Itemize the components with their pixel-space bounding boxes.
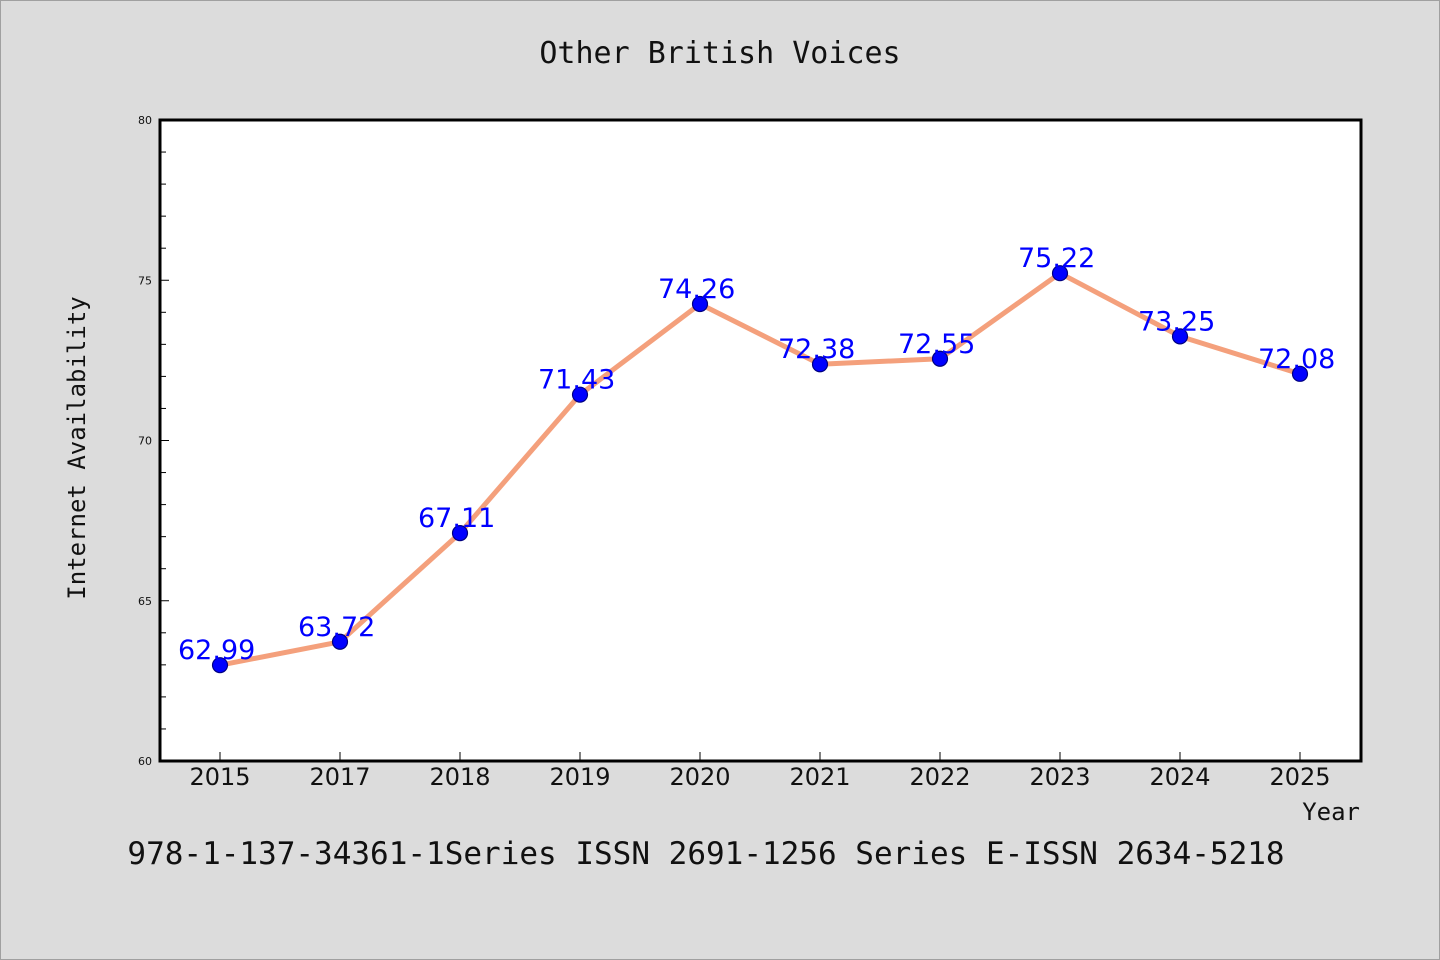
y-axis-ticks: 60 65 70 75 80	[138, 114, 169, 768]
plot-area	[158, 118, 1363, 763]
y-tick-label: 60	[138, 755, 152, 768]
x-tick-label: 2020	[669, 763, 730, 791]
x-tick-label: 2024	[1149, 763, 1210, 791]
data-label: 63.72	[298, 612, 375, 643]
x-tick-label: 2022	[909, 763, 970, 791]
x-tick-label: 2025	[1269, 763, 1330, 791]
isbn-caption: 978-1-137-34361-1Series ISSN 2691-1256 S…	[127, 836, 1284, 872]
data-point	[211, 657, 229, 674]
data-label: 75.22	[1018, 243, 1095, 274]
data-label: 74.26	[658, 274, 735, 305]
data-point	[1051, 265, 1069, 282]
y-tick-label: 80	[138, 114, 152, 127]
data-point	[931, 350, 949, 367]
data-label: 71.43	[538, 365, 615, 396]
x-axis-ticks: 2015 2017 2018 2019 2020 2021 2022 2023 2024 2025	[189, 752, 1331, 791]
x-tick-label: 2018	[429, 763, 490, 791]
y-axis-label: Internet Availability	[63, 296, 91, 599]
data-label: 62.99	[178, 635, 255, 666]
data-points	[211, 265, 1309, 674]
data-point	[691, 295, 709, 313]
series-line	[217, 270, 1303, 668]
chart-title: Other British Voices	[539, 36, 900, 71]
data-label: 72.38	[778, 334, 855, 365]
data-point	[811, 356, 829, 373]
y-tick-label: 65	[138, 595, 152, 608]
x-axis-label: Year	[1302, 798, 1360, 826]
x-tick-label: 2017	[309, 763, 370, 791]
data-point	[571, 386, 589, 403]
y-tick-label: 75	[138, 274, 152, 287]
data-point	[451, 525, 469, 542]
x-tick-label: 2021	[789, 763, 850, 791]
x-tick-label: 2015	[189, 763, 250, 791]
data-labels: 62.99 63.72 67.11 71.43 74.26 72.38 72.55 75.22…	[178, 243, 1335, 666]
x-tick-label: 2023	[1029, 763, 1090, 791]
data-label: 67.11	[418, 503, 495, 534]
data-label: 72.08	[1258, 344, 1335, 375]
data-point	[1291, 365, 1309, 382]
x-tick-label: 2019	[549, 763, 610, 791]
data-point	[1171, 328, 1189, 345]
data-point	[331, 633, 349, 650]
y-tick-label: 70	[138, 435, 152, 448]
data-label: 73.25	[1138, 306, 1215, 337]
data-label: 72.55	[898, 329, 975, 360]
